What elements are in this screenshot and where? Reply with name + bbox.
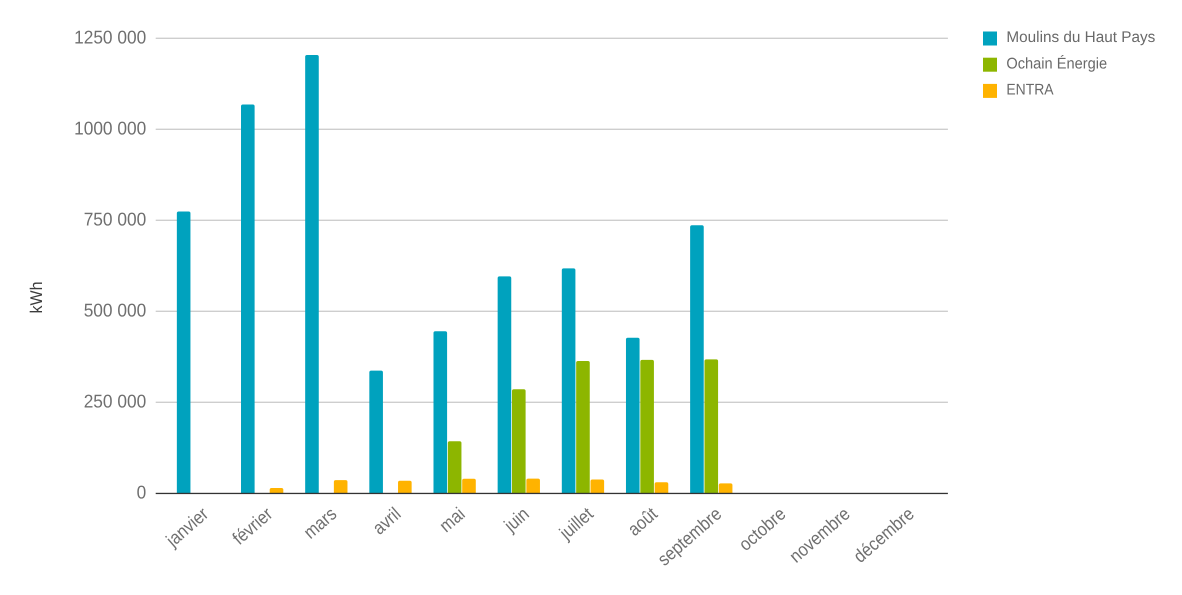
svg-text:0: 0 (137, 482, 147, 503)
svg-text:250 000: 250 000 (84, 391, 147, 412)
svg-text:ENTRA: ENTRA (1006, 82, 1054, 99)
svg-text:1000 000: 1000 000 (74, 118, 146, 139)
svg-text:500 000: 500 000 (84, 300, 147, 321)
svg-text:Ochain Énergie: Ochain Énergie (1006, 54, 1107, 72)
svg-text:1250 000: 1250 000 (74, 27, 146, 48)
svg-text:750 000: 750 000 (84, 209, 147, 230)
svg-text:Moulins du Haut Pays: Moulins du Haut Pays (1006, 29, 1155, 46)
svg-text:kWh: kWh (27, 282, 46, 314)
